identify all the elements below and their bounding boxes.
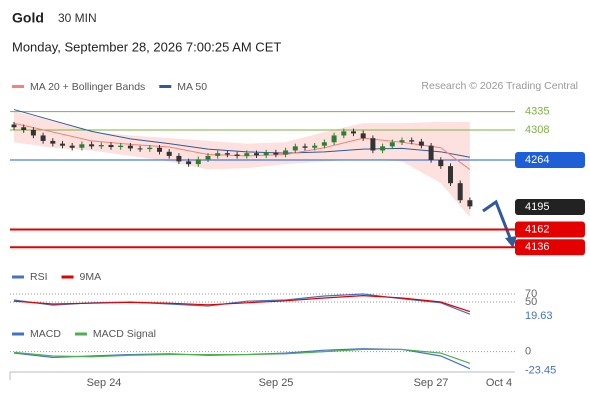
candle-body: [283, 150, 289, 155]
level-box: [515, 221, 585, 238]
legend-swatch: [12, 275, 24, 279]
candle-body: [224, 153, 230, 155]
level-box: [515, 199, 585, 216]
x-tick-label: Sep 25: [259, 377, 294, 389]
candle-body: [380, 146, 386, 151]
candle-body: [89, 144, 95, 147]
candle-body: [370, 138, 376, 151]
legend-label: MACD: [30, 328, 61, 340]
candle-body: [176, 155, 182, 162]
candle-body: [137, 148, 143, 150]
candle-body: [321, 142, 327, 146]
legend-label: 9MA: [80, 271, 102, 283]
candle-body: [292, 146, 298, 151]
level-box: [515, 152, 585, 168]
bollinger-band: [14, 111, 470, 218]
level-label: 4308: [525, 124, 549, 136]
candle-body: [147, 147, 153, 150]
candle-body: [302, 146, 308, 148]
candle-body: [389, 142, 395, 147]
candle-body: [186, 161, 192, 165]
candle-body: [108, 145, 114, 148]
candle-body: [79, 144, 85, 148]
candle-body: [438, 160, 444, 167]
y-tick-label: 0: [525, 346, 531, 358]
candle-body: [205, 155, 211, 160]
candle-body: [40, 135, 46, 141]
legend-swatch: [61, 275, 74, 279]
candle-body: [157, 147, 162, 152]
candle-body: [360, 133, 366, 139]
last-value: 19.63: [525, 310, 553, 322]
symbol: Gold: [12, 10, 44, 26]
legend-label: MA 50: [177, 81, 207, 93]
candle-body: [312, 145, 318, 148]
legend-swatch: [159, 85, 172, 88]
candle-body: [244, 153, 250, 156]
datetime: Monday, September 28, 2026 7:00:25 AM CE…: [12, 39, 281, 54]
candle-body: [21, 127, 27, 130]
arrow-head: [505, 236, 517, 248]
candle-body: [331, 135, 337, 143]
level-label: 4335: [525, 105, 549, 117]
legend-label: RSI: [30, 271, 48, 283]
forecast-arrow: [482, 199, 514, 244]
legend-swatch: [74, 332, 87, 336]
candle-body: [457, 183, 463, 201]
candle-body: [448, 166, 453, 184]
y-tick-label: 70: [525, 288, 537, 300]
y-tick-label: 50: [525, 296, 537, 308]
candle-body: [215, 153, 221, 156]
candle-body: [399, 140, 405, 143]
candle-body: [428, 145, 434, 160]
candle-body: [273, 152, 279, 155]
candle-body: [341, 131, 347, 136]
x-tick-label: Oct 4: [486, 377, 512, 389]
candle-body: [118, 145, 124, 148]
candle-body: [98, 145, 104, 147]
candle-body: [234, 154, 240, 156]
timeframe: 30 MIN: [58, 11, 97, 25]
level-label: 4195: [525, 201, 549, 213]
level-box: [515, 239, 585, 256]
candle-body: [351, 131, 356, 134]
candle-body: [409, 140, 415, 142]
candle-body: [467, 200, 473, 207]
candle-body: [195, 159, 201, 165]
candle-body: [60, 143, 65, 146]
level-label: 4162: [525, 223, 549, 235]
source: Research © 2026 Trading Central: [421, 80, 578, 92]
candle-body: [11, 124, 17, 128]
legend-label: MACD Signal: [93, 328, 156, 340]
legend-label: MA 20 + Bollinger Bands: [30, 81, 145, 93]
last-value: -23.45: [525, 365, 556, 377]
candle-body: [263, 152, 269, 156]
candle-body: [166, 151, 172, 156]
legend-swatch: [12, 332, 24, 336]
rsi-line: [13, 294, 471, 313]
candle-body: [127, 145, 133, 149]
x-tick-label: Sep 27: [414, 377, 449, 389]
x-tick-label: Sep 24: [87, 377, 122, 389]
level-label: 4136: [525, 241, 549, 253]
macd-line: [13, 348, 471, 364]
candle-body: [50, 140, 56, 144]
candle-body: [69, 145, 75, 148]
legend-swatch: [12, 85, 24, 88]
candle-body: [30, 130, 36, 136]
level-label: 4264: [525, 154, 549, 166]
candle-body: [418, 141, 424, 146]
rsi-line: [13, 293, 471, 315]
candle-body: [254, 153, 259, 156]
